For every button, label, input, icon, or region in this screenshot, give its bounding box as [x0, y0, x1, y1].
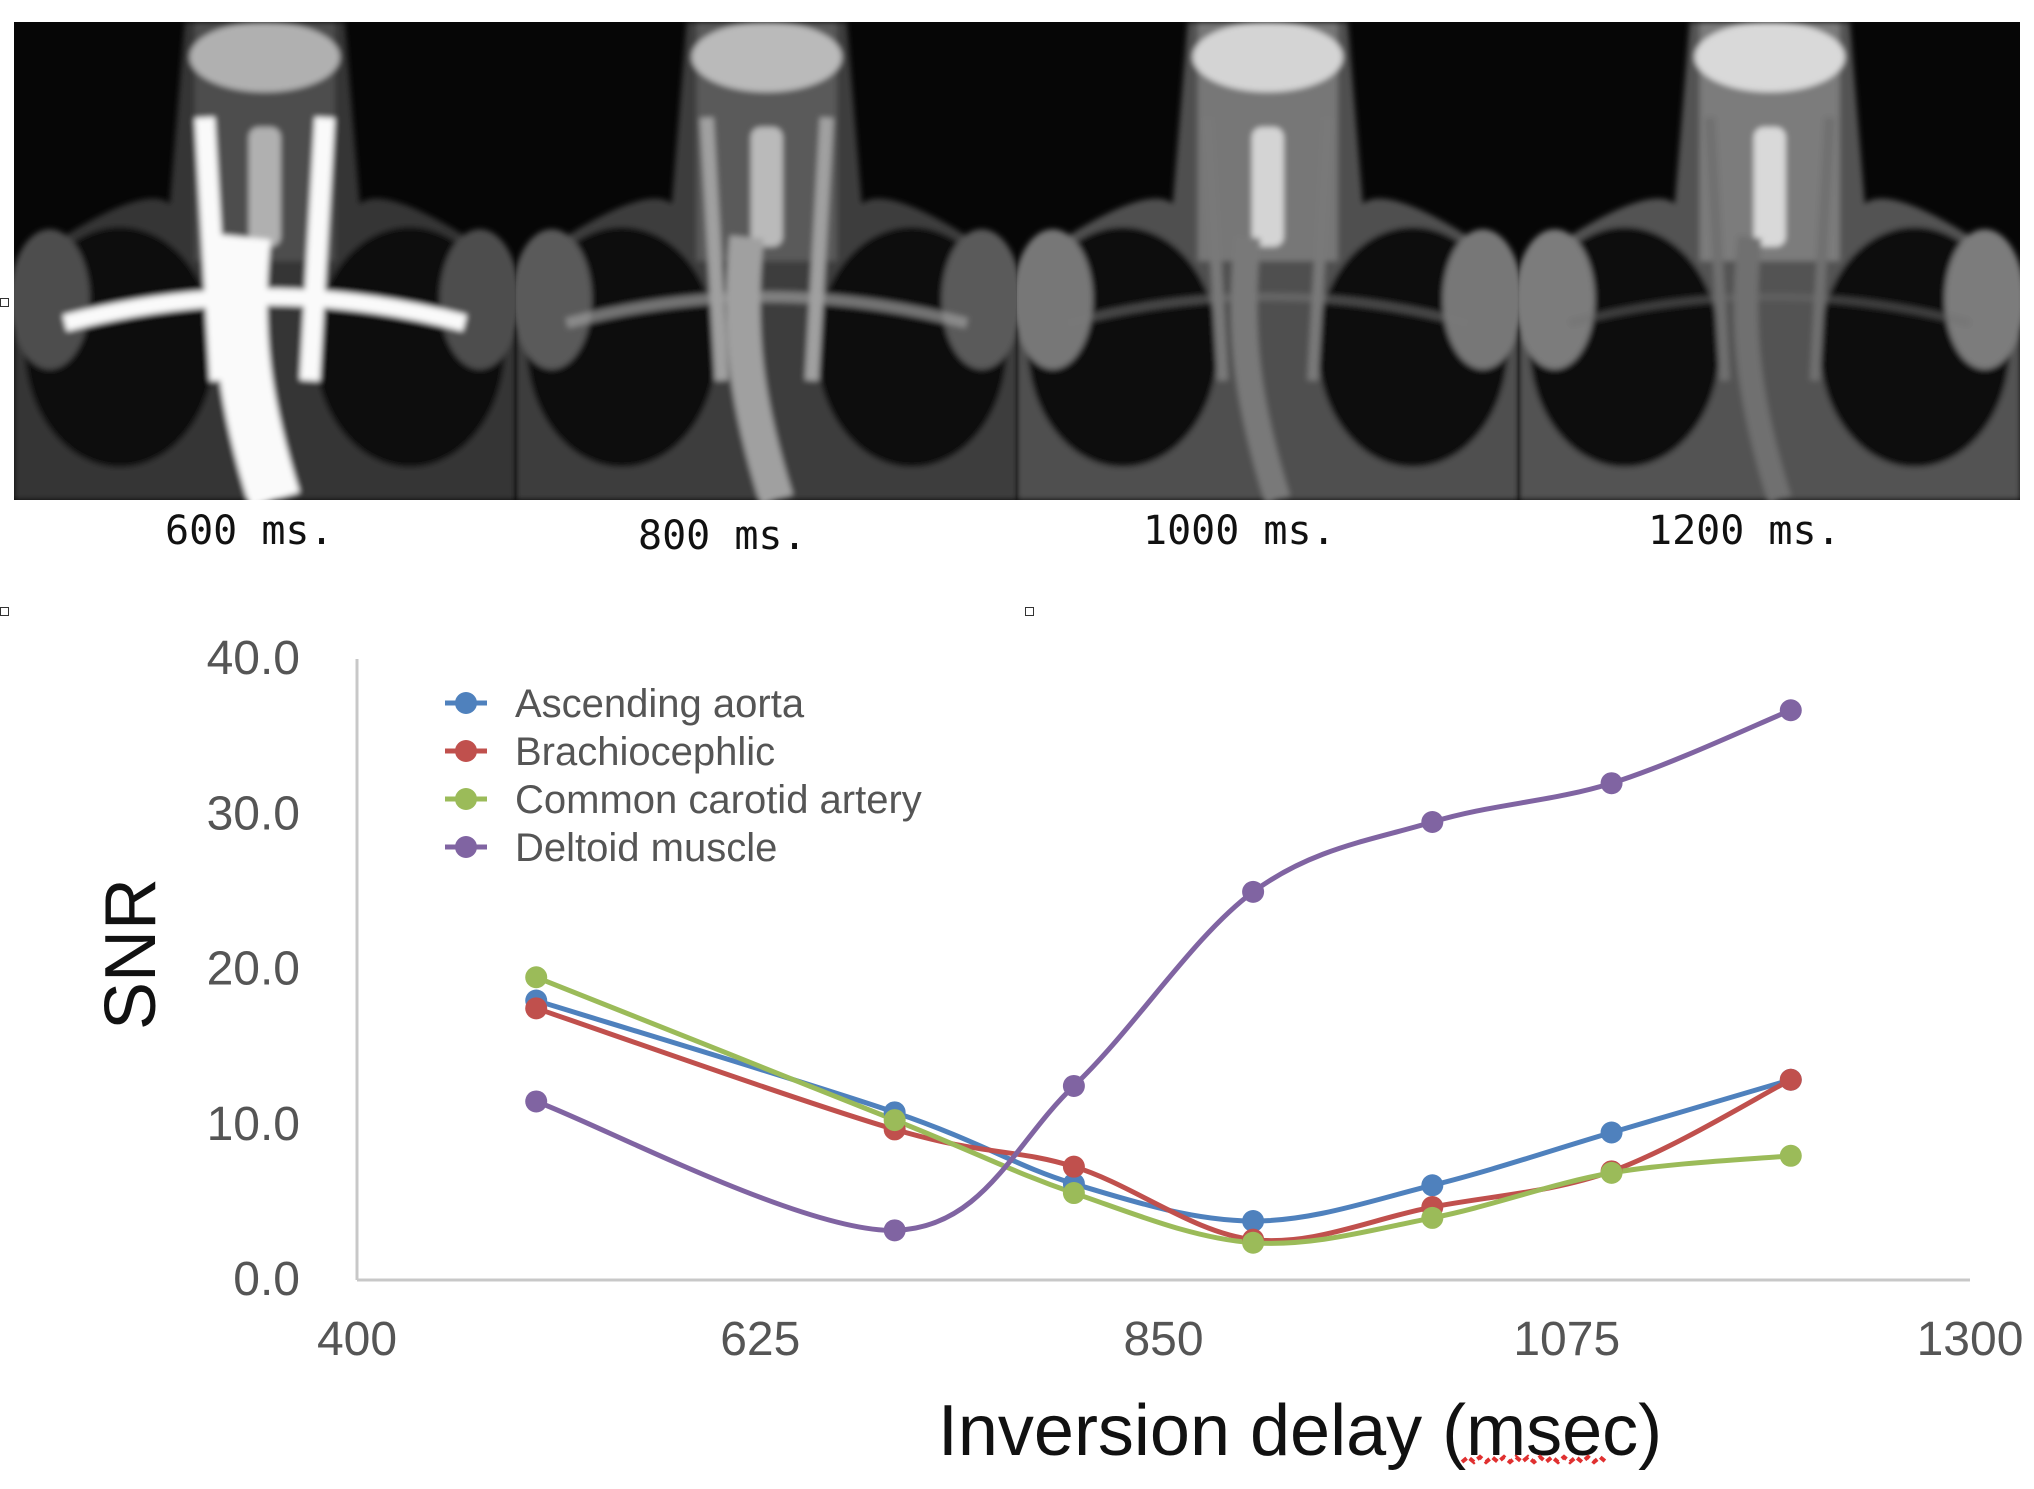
y-tick-label: 10.0	[207, 1098, 300, 1151]
corner-marker-middle	[1025, 607, 1034, 616]
panel-label-1200: 1200 ms.	[1648, 508, 1841, 554]
data-point	[525, 966, 548, 989]
series-line-1	[535, 998, 1792, 1224]
data-point	[525, 997, 548, 1020]
data-point	[1062, 1182, 1085, 1205]
data-point	[1779, 1068, 1802, 1091]
y-tick-label: 0.0	[233, 1253, 300, 1306]
legend-swatch-marker	[455, 788, 477, 810]
mri-panel-4	[1518, 22, 2020, 500]
data-point	[1600, 772, 1623, 795]
x-axis-label: Inversion delay (msec)	[938, 1391, 1662, 1471]
x-tick-label: 400	[317, 1313, 397, 1366]
data-point	[1421, 1206, 1444, 1229]
y-tick-label: 40.0	[207, 632, 300, 685]
series-line-3	[535, 974, 1792, 1246]
data-point	[1062, 1074, 1085, 1097]
series-line-2	[535, 1005, 1792, 1244]
data-point	[1779, 1144, 1802, 1167]
panel-label-800: 800 ms.	[638, 513, 807, 559]
data-point	[1600, 1121, 1623, 1144]
data-point	[1421, 1174, 1444, 1197]
data-point	[883, 1109, 906, 1132]
x-tick-label: 1300	[1917, 1313, 2024, 1366]
legend-swatch-marker	[455, 836, 477, 858]
data-point	[1242, 880, 1265, 903]
legend-entry-label: Brachiocephlic	[515, 730, 775, 774]
x-tick-label: 1075	[1513, 1313, 1620, 1366]
mri-panel-2	[515, 22, 1017, 500]
series-line-4	[535, 707, 1792, 1233]
panel-label-1000: 1000 ms.	[1143, 508, 1336, 554]
mri-image-strip	[14, 22, 2020, 500]
data-point	[1242, 1231, 1265, 1254]
panel-label-600: 600 ms.	[165, 508, 334, 554]
mri-panel-3	[1017, 22, 1519, 500]
legend-swatch-marker	[455, 692, 477, 714]
chart-ticks: 0.0 10.0 20.0 30.0 40.0 400 625 850 1075 1300	[207, 632, 2024, 1366]
data-point	[1062, 1155, 1085, 1178]
legend-entry-label: Deltoid muscle	[515, 826, 777, 870]
mri-panel-1	[14, 22, 516, 500]
x-tick-label: 625	[720, 1313, 800, 1366]
spellcheck-underline	[1460, 1454, 1608, 1465]
data-point	[1779, 699, 1802, 722]
chart-series-points	[525, 699, 1802, 1254]
corner-marker-left	[0, 298, 9, 307]
x-tick-label: 850	[1123, 1313, 1203, 1366]
data-point	[1242, 1210, 1265, 1233]
legend-entry-label: Common carotid artery	[515, 778, 922, 822]
data-point	[1600, 1161, 1623, 1184]
data-point	[525, 1090, 548, 1113]
y-tick-label: 20.0	[207, 943, 300, 996]
chart-axes	[355, 659, 1970, 1282]
y-axis-label: SNR	[91, 878, 171, 1030]
y-tick-label: 30.0	[207, 787, 300, 840]
snr-line-chart: 0.0 10.0 20.0 30.0 40.0 400 625 850 1075 1300 Asc…	[91, 632, 2024, 1471]
data-point	[1421, 811, 1444, 834]
data-point	[883, 1219, 906, 1242]
corner-marker-bottom-left	[0, 607, 9, 616]
legend-swatch-marker	[455, 740, 477, 762]
legend-entry-label: Ascending aorta	[515, 682, 805, 726]
